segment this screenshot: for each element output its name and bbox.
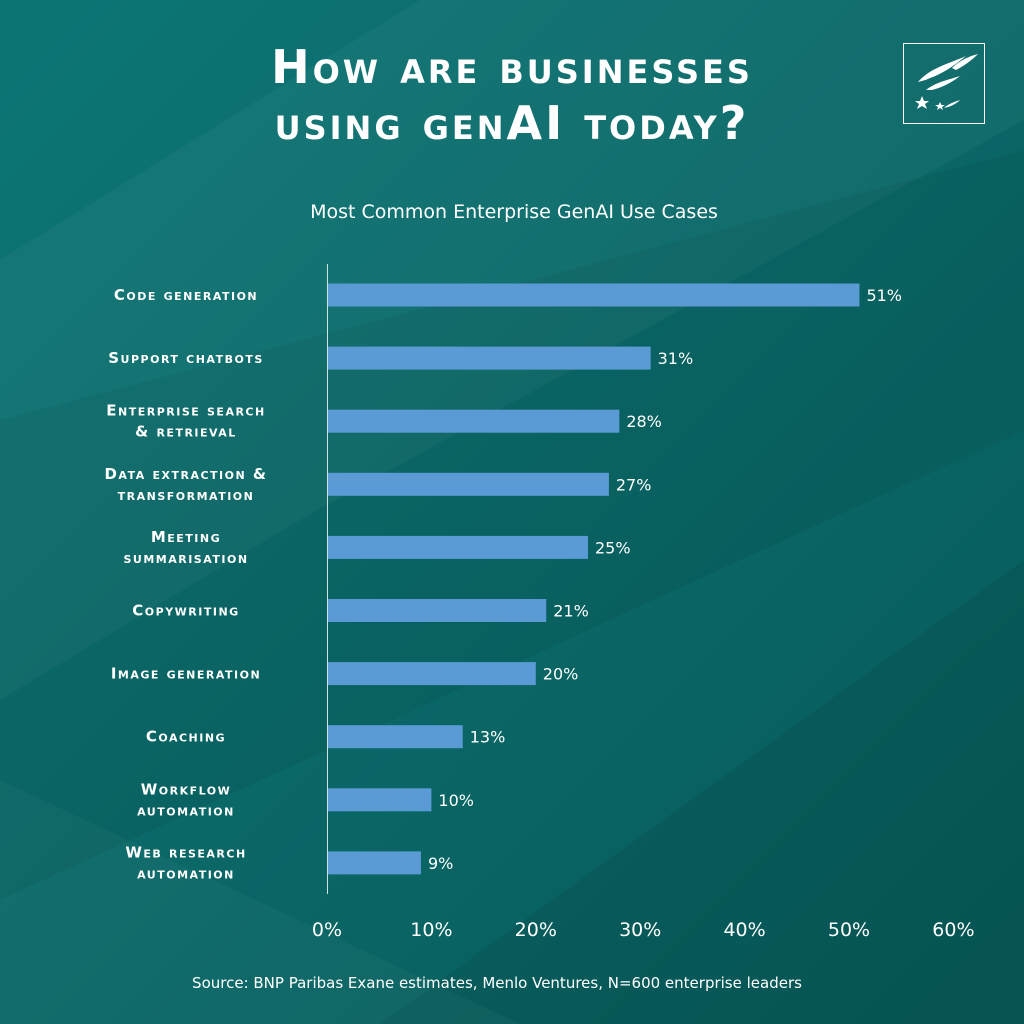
brand-logo	[903, 43, 985, 124]
category-label: Support chatbots	[108, 349, 264, 367]
value-label: 31%	[658, 349, 694, 368]
category-label-line: Data extraction &	[104, 465, 267, 483]
category-label-line: Copywriting	[132, 602, 239, 620]
category-label-line: summarisation	[123, 549, 248, 567]
value-label: 9%	[428, 854, 453, 873]
value-labels: 51% 31% 28% 27% 25% 21% 20% 13% 10% 9%	[428, 286, 902, 873]
value-label: 51%	[866, 286, 902, 305]
category-label-line: Meeting	[151, 528, 221, 546]
bars-group	[328, 283, 860, 875]
bar	[328, 662, 536, 686]
bar	[328, 725, 463, 749]
category-label-line: Workflow	[141, 780, 232, 798]
category-label: Web research automation	[125, 843, 246, 882]
x-tick-label: 30%	[619, 919, 661, 941]
category-label: Enterprise search & retrieval	[106, 402, 265, 441]
category-label-line: transformation	[118, 486, 255, 504]
category-label-line: automation	[137, 864, 235, 882]
category-label-line: automation	[137, 801, 235, 819]
chart-title: Most Common Enterprise GenAI Use Cases	[310, 201, 718, 223]
value-label: 28%	[626, 412, 662, 431]
category-label: Coaching	[146, 728, 226, 746]
category-label-line: Code generation	[114, 286, 258, 304]
category-label: Code generation	[114, 286, 258, 304]
x-tick-label: 60%	[932, 919, 974, 941]
x-tick-label: 0%	[312, 919, 342, 941]
category-label: Workflow automation	[137, 780, 235, 819]
value-label: 20%	[543, 665, 579, 684]
value-label: 10%	[438, 791, 474, 810]
stars-swallows-logo-icon	[915, 54, 978, 110]
bar	[328, 535, 588, 559]
category-labels: Code generation Support chatbots Enterpris…	[104, 286, 267, 882]
category-label-line: Coaching	[146, 728, 226, 746]
category-label-line: & retrieval	[135, 423, 237, 441]
page-title-line-2: using genAI today?	[274, 96, 750, 150]
x-tick-label: 20%	[515, 919, 557, 941]
bar	[328, 472, 609, 496]
x-tick-label: 10%	[410, 919, 452, 941]
category-label-line: Enterprise search	[106, 402, 265, 420]
page-title-line-1: How are businesses	[271, 40, 753, 94]
x-tick-label: 40%	[723, 919, 765, 941]
bar	[328, 346, 651, 370]
x-axis-tick-labels: 0% 10% 20% 30% 40% 50% 60%	[312, 919, 975, 941]
value-label: 27%	[616, 475, 652, 494]
x-tick-label: 50%	[828, 919, 870, 941]
value-label: 21%	[553, 602, 589, 621]
value-label: 25%	[595, 538, 631, 557]
category-label-line: Support chatbots	[108, 349, 264, 367]
category-label: Data extraction & transformation	[104, 465, 267, 504]
source-note: Source: BNP Paribas Exane estimates, Men…	[192, 974, 802, 992]
category-label: Image generation	[111, 665, 261, 683]
bar	[328, 409, 620, 433]
category-label-line: Web research	[125, 843, 246, 861]
bar	[328, 851, 421, 875]
category-label-line: Image generation	[111, 665, 261, 683]
category-label: Copywriting	[132, 602, 239, 620]
value-label: 13%	[470, 728, 506, 747]
bar	[328, 788, 432, 812]
bar	[328, 283, 860, 307]
bar	[328, 599, 547, 622]
category-label: Meeting summarisation	[123, 528, 248, 567]
